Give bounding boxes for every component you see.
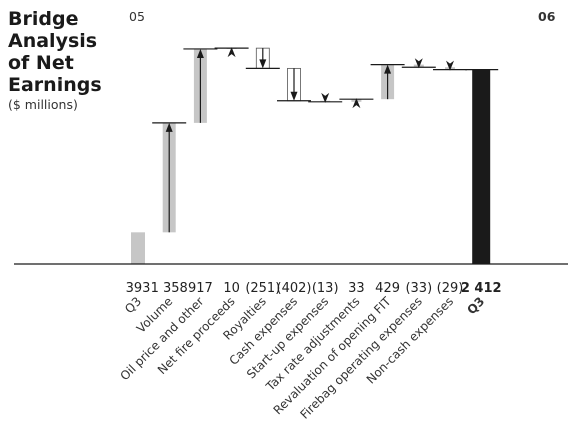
value-label: (33) bbox=[405, 281, 432, 296]
category-label: Q3 bbox=[122, 294, 144, 316]
value-label: 429 bbox=[375, 281, 400, 296]
value-label: (402) bbox=[277, 281, 312, 296]
header-end-label: 06 bbox=[538, 9, 556, 24]
delta-arrowhead bbox=[259, 59, 267, 69]
delta-arrowhead bbox=[446, 60, 454, 71]
value-label: (251) bbox=[245, 281, 280, 296]
start-total-bar bbox=[131, 232, 145, 264]
chart-title-line: Earnings bbox=[8, 74, 102, 96]
delta-arrowhead bbox=[321, 92, 330, 103]
delta-arrowhead bbox=[384, 64, 392, 74]
chart-subtitle: ($ millions) bbox=[8, 97, 78, 112]
chart-title-line: Bridge bbox=[8, 8, 79, 30]
final-total-bar bbox=[472, 69, 491, 264]
value-label: (13) bbox=[312, 281, 339, 296]
value-label: 393 bbox=[126, 281, 151, 296]
delta-arrowhead bbox=[227, 47, 236, 58]
value-label: 10 bbox=[223, 281, 240, 296]
connectors-layer bbox=[152, 47, 499, 124]
chart-title-line: of Net bbox=[8, 52, 74, 74]
delta-arrowhead bbox=[165, 122, 173, 132]
delta-arrowhead bbox=[290, 91, 298, 101]
delta-arrowhead bbox=[196, 48, 204, 58]
chart-title-line: Analysis bbox=[8, 30, 98, 52]
value-label: 33 bbox=[348, 281, 365, 296]
value-labels-layer: 393 1 358 917 10 (251)(402) (13) 33 429 (33) (29)… bbox=[126, 281, 502, 296]
category-label: Q3 bbox=[464, 294, 487, 317]
value-label: 2 412 bbox=[461, 281, 502, 296]
bars-layer bbox=[131, 47, 491, 264]
chart-title-block: Bridge Analysis of Net Earnings ($ milli… bbox=[8, 8, 102, 112]
value-label: (29) bbox=[437, 281, 464, 296]
value-label: 1 358 bbox=[151, 281, 188, 296]
delta-arrowhead bbox=[414, 58, 423, 69]
header-start-label: 05 bbox=[129, 9, 145, 24]
delta-arrowhead bbox=[352, 98, 361, 109]
value-label: 917 bbox=[188, 281, 213, 296]
